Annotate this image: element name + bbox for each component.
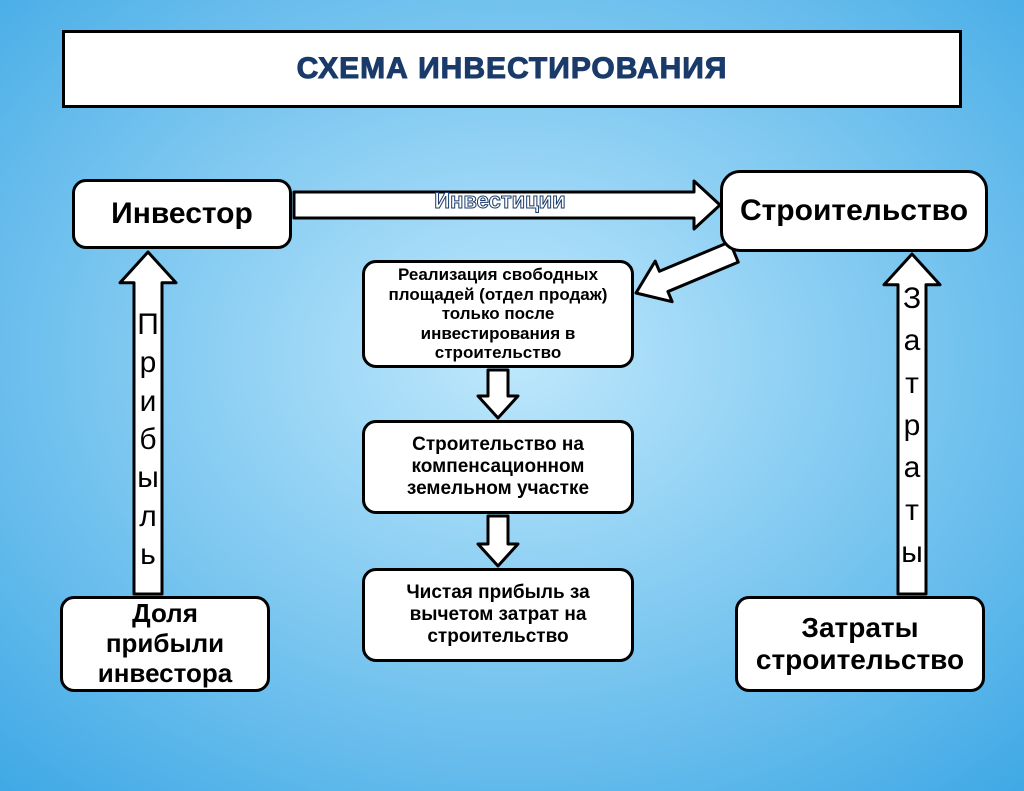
vertical-letter: ь — [140, 540, 156, 570]
title-box: СХЕМА ИНВЕСТИРОВАНИЯ — [62, 30, 962, 108]
node-investor-share-text: Доля прибыли инвестора — [71, 599, 259, 689]
diagram-stage: СХЕМА ИНВЕСТИРОВАНИЯ Инвестор Строительс… — [0, 0, 1024, 791]
vertical-letter: р — [140, 348, 157, 378]
vertical-letter: ы — [137, 463, 159, 493]
vertical-letter: П — [137, 310, 159, 340]
vertical-letter: ы — [901, 538, 923, 568]
node-costs-text: Затраты строительство — [746, 612, 974, 676]
node-profit: Чистая прибыль за вычетом затрат на стро… — [362, 568, 634, 662]
vertical-label-profit: Прибыль — [128, 310, 168, 570]
node-construction-text: Строительство — [740, 194, 968, 229]
node-build-comp: Строительство на компенсационном земельн… — [362, 420, 634, 514]
node-investor: Инвестор — [72, 179, 292, 249]
label-investments: Инвестиции — [360, 188, 640, 214]
vertical-letter: а — [904, 453, 921, 483]
label-investments-text: Инвестиции — [434, 188, 565, 213]
node-build-comp-text: Строительство на компенсационном земельн… — [375, 434, 621, 500]
vertical-letter: и — [140, 387, 157, 417]
vertical-letter: т — [905, 496, 919, 526]
vertical-letter: л — [139, 502, 157, 532]
vertical-letter: р — [904, 411, 921, 441]
vertical-letter: З — [903, 284, 921, 314]
vertical-letter: а — [904, 326, 921, 356]
vertical-letter: т — [905, 369, 919, 399]
node-profit-text: Чистая прибыль за вычетом затрат на стро… — [375, 582, 621, 648]
vertical-letter: б — [139, 425, 156, 455]
node-investor-share: Доля прибыли инвестора — [60, 596, 270, 692]
node-realization: Реализация свободных площадей (отдел про… — [362, 260, 634, 368]
node-costs: Затраты строительство — [735, 596, 985, 692]
vertical-label-costs: Затраты — [892, 284, 932, 568]
node-investor-text: Инвестор — [111, 197, 253, 232]
title-text: СХЕМА ИНВЕСТИРОВАНИЯ — [297, 52, 728, 87]
node-realization-text: Реализация свободных площадей (отдел про… — [375, 265, 621, 363]
node-construction: Строительство — [720, 170, 988, 252]
